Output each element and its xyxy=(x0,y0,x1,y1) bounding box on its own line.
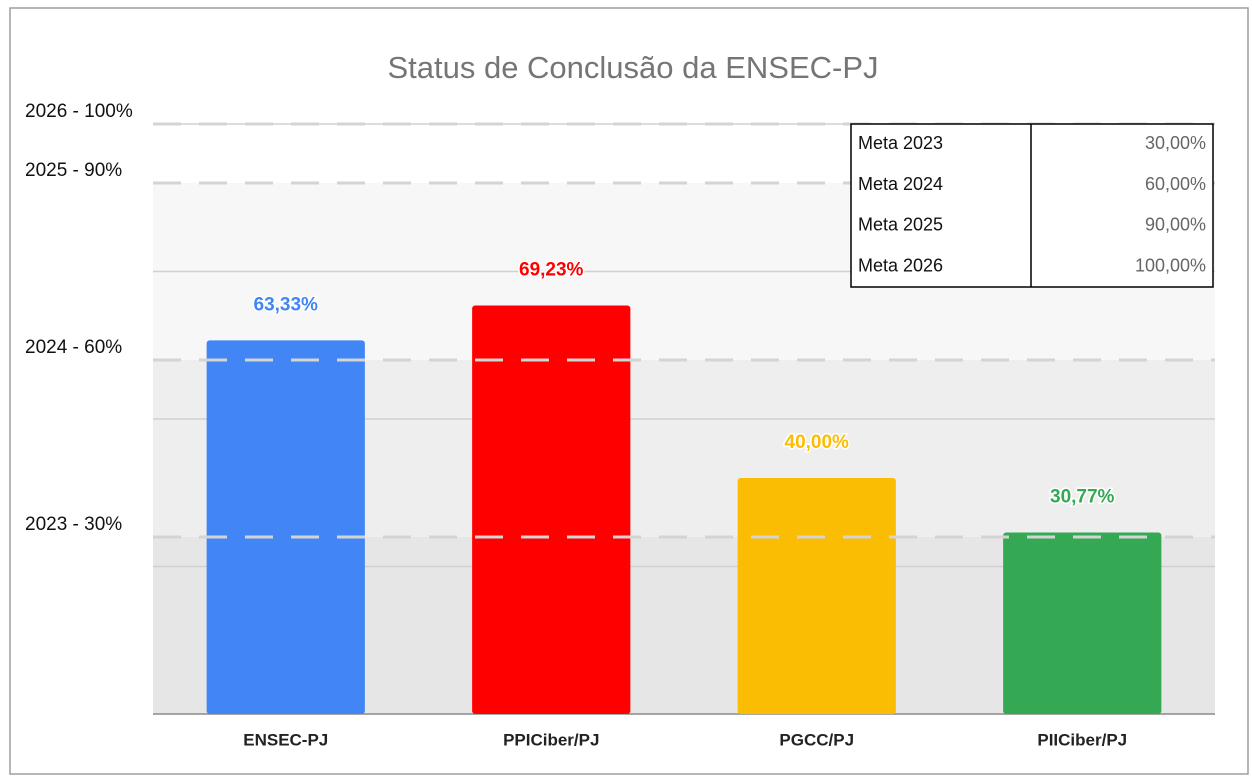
goal-name: Meta 2023 xyxy=(858,133,943,153)
y-tick-label: 2025 - 90% xyxy=(25,160,122,181)
bar xyxy=(206,340,365,714)
x-tick-label: ENSEC-PJ xyxy=(243,730,328,749)
value-label: 40,00% xyxy=(785,432,850,453)
goal-value: 90,00% xyxy=(1145,215,1206,235)
goal-value: 30,00% xyxy=(1145,133,1206,153)
table-box xyxy=(850,123,1214,288)
value-label: 63,33% xyxy=(254,294,319,315)
goal-name: Meta 2025 xyxy=(858,215,943,235)
x-tick-label: PPICiber/PJ xyxy=(503,730,599,749)
value-label: 30,77% xyxy=(1050,486,1115,507)
goal-name: Meta 2026 xyxy=(858,255,943,275)
x-tick-label: PIICiber/PJ xyxy=(1037,730,1127,749)
x-tick-label: PGCC/PJ xyxy=(779,730,854,749)
value-label: 69,23% xyxy=(519,260,584,281)
goal-name: Meta 2024 xyxy=(858,174,943,194)
bar xyxy=(472,305,631,714)
bar xyxy=(1003,532,1162,714)
y-tick-label: 2023 - 30% xyxy=(25,514,122,535)
bar xyxy=(737,478,896,714)
chart-title: Status de Conclusão da ENSEC-PJ xyxy=(387,50,878,85)
y-tick-label: 2026 - 100% xyxy=(25,101,133,122)
goal-value: 60,00% xyxy=(1145,174,1206,194)
y-tick-label: 2024 - 60% xyxy=(25,337,122,358)
goal-value: 100,00% xyxy=(1135,255,1206,275)
goals-table: Meta 2023 30,00% Meta 2024 60,00% Meta 2025 9… xyxy=(850,123,1214,288)
